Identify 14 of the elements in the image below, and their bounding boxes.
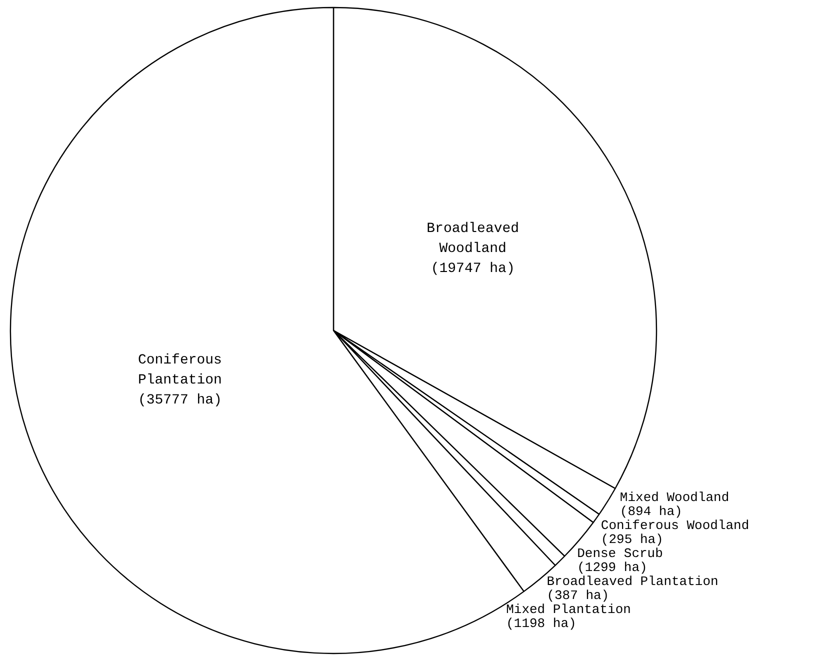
data-label: (1198 ha) bbox=[506, 616, 576, 632]
data-label: (894 ha) bbox=[620, 504, 682, 520]
slice-label: Mixed Plantation bbox=[506, 602, 631, 618]
data-label: (35777 ha) bbox=[138, 392, 222, 409]
slice-label: Broadleaved Woodland bbox=[426, 220, 520, 257]
slice-label: Coniferous Plantation bbox=[138, 352, 222, 389]
data-label: (1299 ha) bbox=[577, 560, 648, 576]
slice-label: Dense Scrub bbox=[577, 546, 663, 562]
data-label: (387 ha) bbox=[546, 588, 610, 604]
slice-label: Coniferous Woodland bbox=[600, 518, 750, 534]
data-label: (19747 ha) bbox=[430, 260, 515, 277]
slice-label: Mixed Woodland bbox=[620, 490, 730, 506]
data-label: (295 ha) bbox=[600, 532, 664, 548]
slice-label: Broadleaved Plantation bbox=[546, 574, 718, 590]
